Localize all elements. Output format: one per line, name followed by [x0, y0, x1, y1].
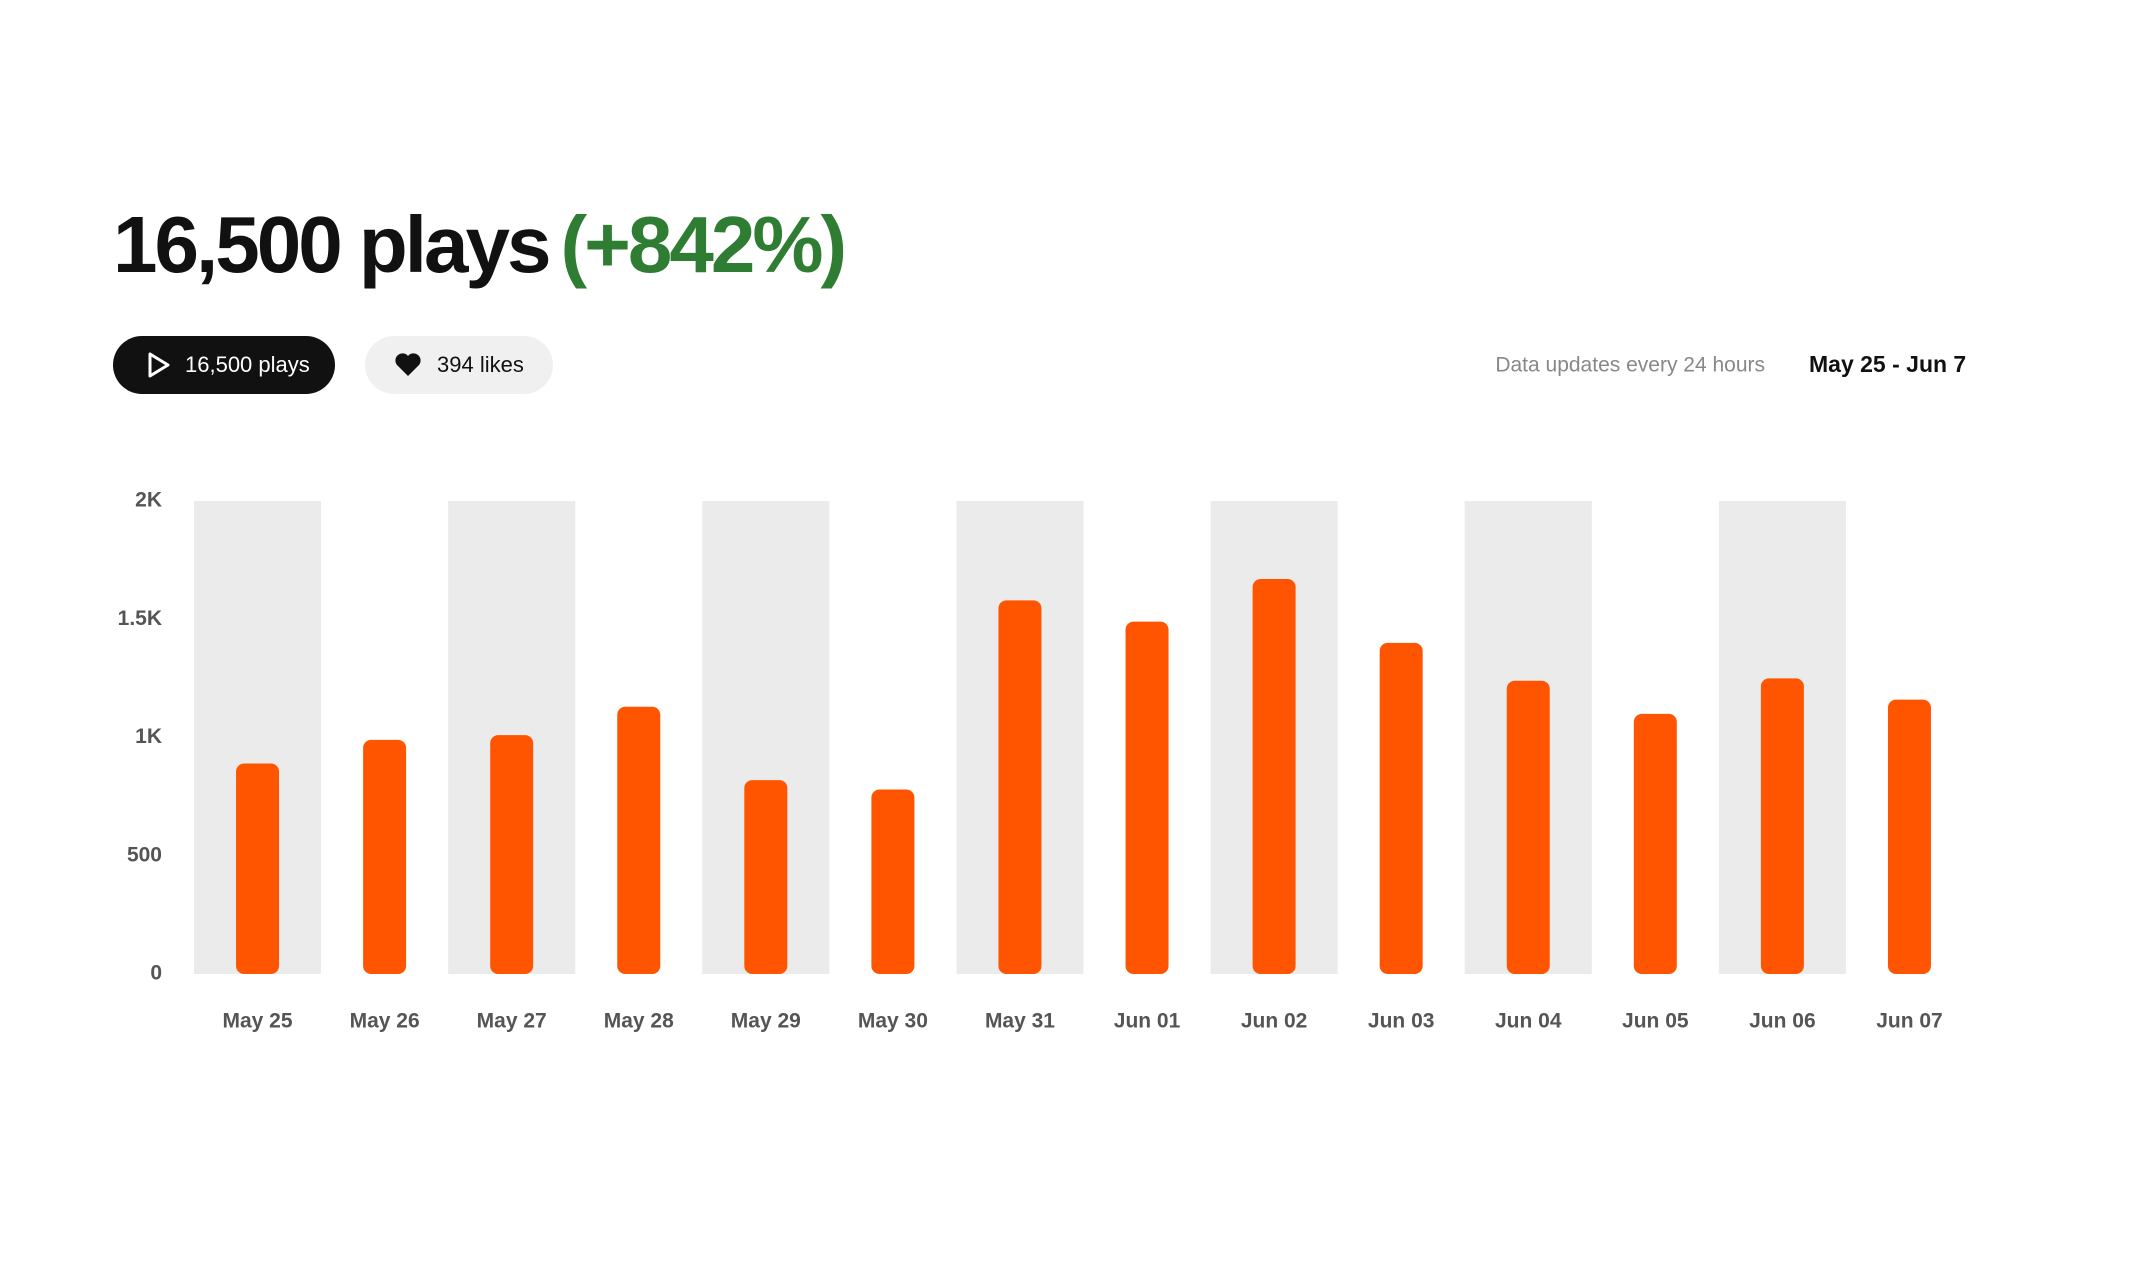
likes-tab-label[interactable]: 394 likes [437, 352, 524, 377]
bar [1506, 680, 1550, 974]
update-note: Data updates every 24 hours [1495, 354, 1765, 377]
x-tick-label: May 26 [350, 1010, 420, 1033]
x-tick-label: Jun 04 [1495, 1010, 1562, 1033]
y-tick-label: 1.5K [118, 607, 162, 630]
x-tick-label: May 30 [858, 1010, 928, 1033]
x-tick-label: Jun 01 [1114, 1010, 1181, 1033]
x-tick-label: Jun 05 [1622, 1010, 1689, 1033]
headline: 16,500 plays (+842%) [113, 200, 844, 289]
x-tick-label: Jun 06 [1749, 1010, 1816, 1033]
x-tick-label: Jun 03 [1368, 1010, 1435, 1033]
bar [1125, 621, 1169, 974]
plays-tab[interactable]: 16,500 plays [113, 336, 335, 394]
bar [998, 600, 1042, 974]
bar [236, 763, 280, 974]
bar [1252, 579, 1296, 974]
x-tick-label: Jun 02 [1241, 1010, 1308, 1033]
x-tick-label: May 25 [223, 1010, 293, 1033]
likes-tab[interactable]: 394 likes [365, 336, 553, 394]
y-tick-label: 0 [150, 962, 162, 985]
bar [1887, 699, 1931, 974]
plays-tab-label[interactable]: 16,500 plays [185, 352, 310, 377]
chart: 0 500 1K 1.5K 2K May 25 May 26 May 27 May 28 May … [118, 489, 1943, 1033]
bar [617, 706, 661, 974]
x-tick-label: Jun 07 [1876, 1010, 1943, 1033]
bar [1379, 642, 1423, 974]
x-tick-label: May 27 [477, 1010, 547, 1033]
headline-total: 16,500 plays [113, 200, 549, 289]
x-tick-label: May 28 [604, 1010, 674, 1033]
bar [490, 735, 534, 974]
bar [1760, 678, 1804, 974]
y-tick-label: 500 [127, 843, 162, 866]
y-tick-label: 2K [135, 489, 162, 512]
bar [744, 780, 788, 974]
bar [363, 739, 407, 974]
bar [1633, 713, 1677, 974]
likes-tab-bg[interactable] [365, 336, 553, 394]
x-tick-label: May 31 [985, 1010, 1055, 1033]
heart-icon [395, 353, 421, 376]
x-tick-label: May 29 [731, 1010, 801, 1033]
headline-change: (+842%) [560, 200, 844, 289]
bar [871, 789, 915, 974]
plays-tab-bg[interactable] [113, 336, 335, 394]
play-icon [148, 352, 170, 378]
date-range[interactable]: May 25 - Jun 7 [1809, 351, 1966, 377]
y-tick-label: 1K [135, 725, 162, 748]
